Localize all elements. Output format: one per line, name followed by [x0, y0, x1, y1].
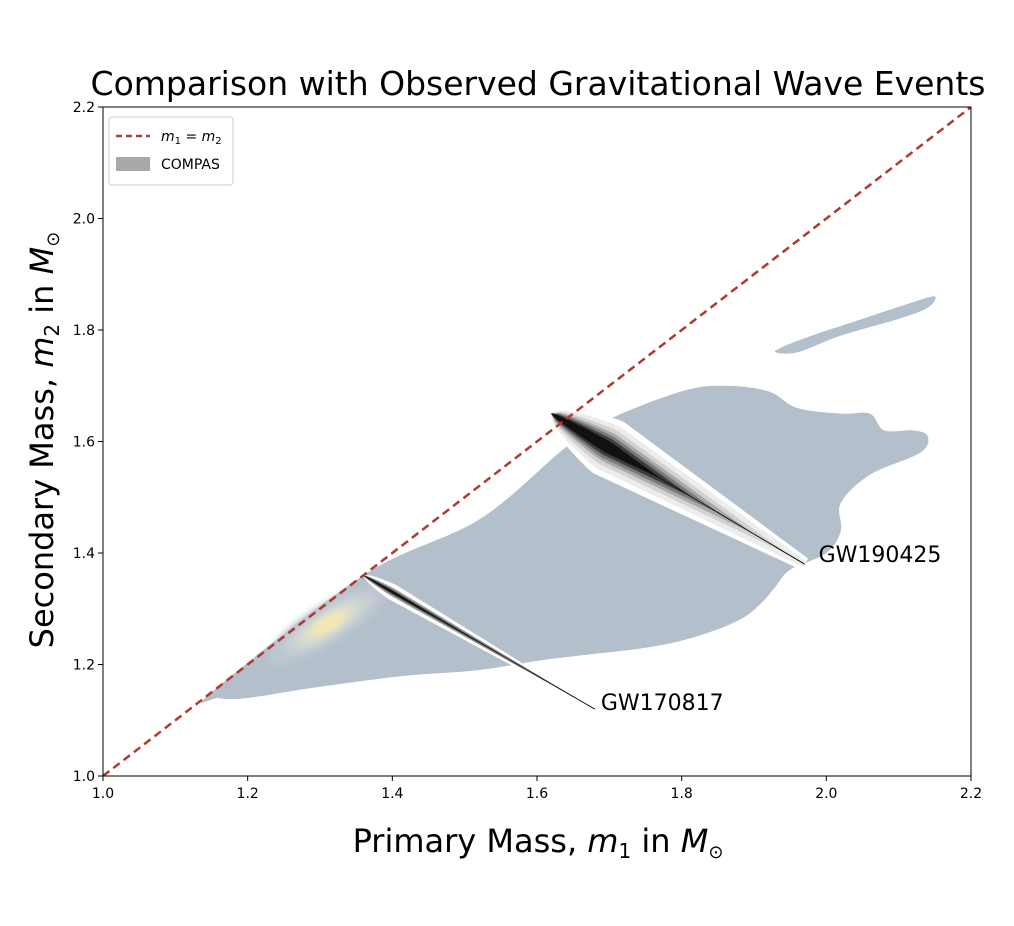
- x-tick-label-3: 1.6: [526, 786, 548, 802]
- y-tick-label-6: 2.2: [73, 100, 95, 116]
- plot-area: [103, 107, 971, 776]
- y-axis-label: Secondary Mass, m2 in M⊙: [23, 232, 64, 649]
- legend-compas-swatch: [116, 157, 150, 171]
- x-tick-label-0: 1.0: [92, 786, 114, 802]
- gw190425-level-6: [551, 413, 805, 565]
- y-tick-label-1: 1.2: [73, 658, 95, 674]
- y-tick-label-4: 1.8: [73, 323, 95, 339]
- gw190425-label: GW190425: [819, 543, 942, 568]
- legend-compas-label: COMPAS: [161, 157, 220, 173]
- gw170817-level-3: [363, 574, 596, 710]
- y-tick-label-5: 2.0: [73, 212, 95, 228]
- gw-posteriors: [363, 408, 809, 710]
- x-tick-label-4: 1.8: [671, 786, 693, 802]
- chart-title: Comparison with Observed Gravitational W…: [91, 64, 986, 103]
- legend: m1 = m2 COMPAS: [108, 116, 234, 186]
- y-tick-label-0: 1.0: [73, 769, 95, 785]
- gw170817-label: GW170817: [601, 691, 724, 716]
- compas-region-upper-island: [774, 296, 936, 354]
- x-tick-label-1: 1.2: [237, 786, 259, 802]
- legend-equal-line-label: m1 = m2: [161, 129, 222, 147]
- compas-density-level-5: [314, 614, 342, 634]
- x-tick-label-2: 1.4: [381, 786, 403, 802]
- x-axis-ticks: 1.0 1.2 1.4 1.6 1.8 2.0 2.2: [92, 776, 982, 802]
- compas-density: [201, 296, 936, 703]
- x-tick-label-5: 2.0: [815, 786, 837, 802]
- equal-mass-line: [103, 107, 971, 776]
- event-annotations: GW170817 GW190425: [601, 543, 942, 716]
- compas-region-main: [201, 385, 929, 703]
- y-tick-label-2: 1.4: [73, 546, 95, 562]
- y-tick-label-3: 1.6: [73, 435, 95, 451]
- x-tick-label-6: 2.2: [960, 786, 982, 802]
- x-axis-label: Primary Mass, m1 in M⊙: [353, 822, 724, 863]
- legend-box: [108, 116, 234, 186]
- y-axis-ticks: 1.0 1.2 1.4 1.6 1.8 2.0 2.2: [73, 100, 103, 785]
